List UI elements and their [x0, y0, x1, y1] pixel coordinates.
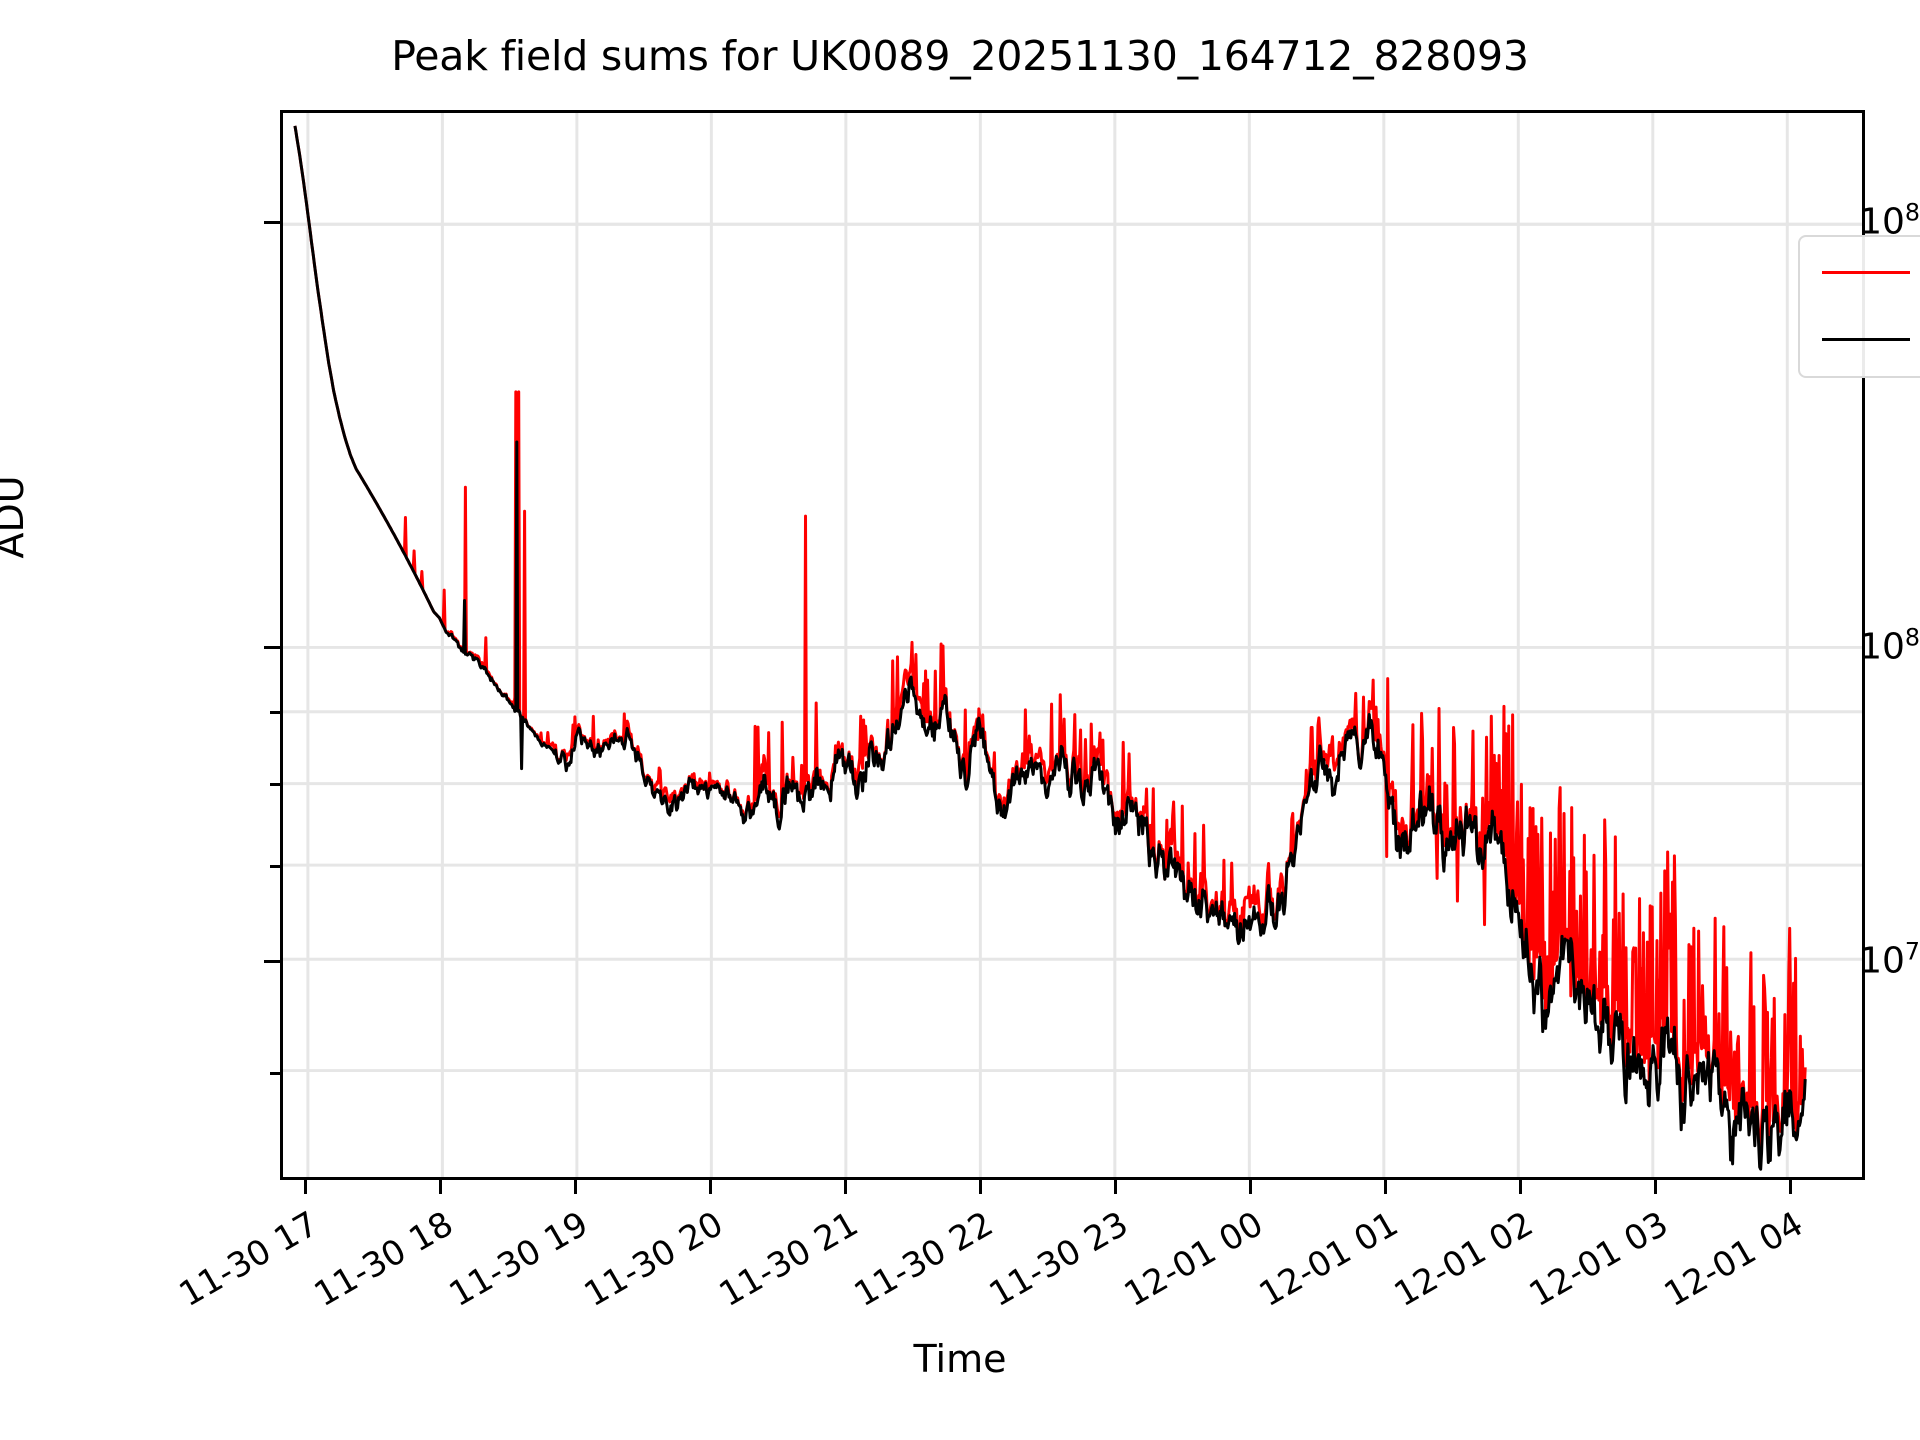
x-tick-mark: [439, 1180, 442, 1194]
legend-entry-average[interactable]: Average: [1800, 310, 1920, 370]
x-tick-mark: [709, 1180, 712, 1194]
grid-lines: [283, 113, 1862, 1177]
x-tick-mark: [979, 1180, 982, 1194]
legend-swatch-average: [1822, 338, 1910, 341]
chart-title: Peak field sums for UK0089_20251130_1647…: [391, 32, 1529, 80]
y-tick-mark: [264, 960, 280, 964]
legend-swatch-peak: [1822, 271, 1910, 274]
x-axis-label: Time: [913, 1337, 1007, 1381]
x-tick-mark: [1114, 1180, 1117, 1194]
y-tick-label: 108: [1859, 623, 1920, 668]
x-tick-mark: [1519, 1180, 1522, 1194]
x-tick-mark: [1249, 1180, 1252, 1194]
y-axis-label: ADU: [0, 475, 32, 559]
x-tick-mark: [844, 1180, 847, 1194]
x-tick-mark: [1654, 1180, 1657, 1194]
x-tick-mark: [304, 1180, 307, 1194]
y-tick-mark-minor: [270, 711, 280, 715]
y-tick-mark-minor: [270, 865, 280, 869]
plot-area: Peak Average: [280, 110, 1920, 1180]
x-tick-mark: [574, 1180, 577, 1194]
x-tick-mark: [1384, 1180, 1387, 1194]
y-tick-mark: [264, 220, 280, 224]
x-tick-mark: [1789, 1180, 1792, 1194]
y-tick-mark: [264, 646, 280, 650]
y-tick-mark-minor: [270, 783, 280, 787]
legend[interactable]: Peak Average: [1798, 235, 1920, 378]
y-tick-mark-minor: [270, 1071, 280, 1075]
legend-entry-peak[interactable]: Peak: [1800, 243, 1920, 303]
data-lines: [293, 125, 1807, 1171]
